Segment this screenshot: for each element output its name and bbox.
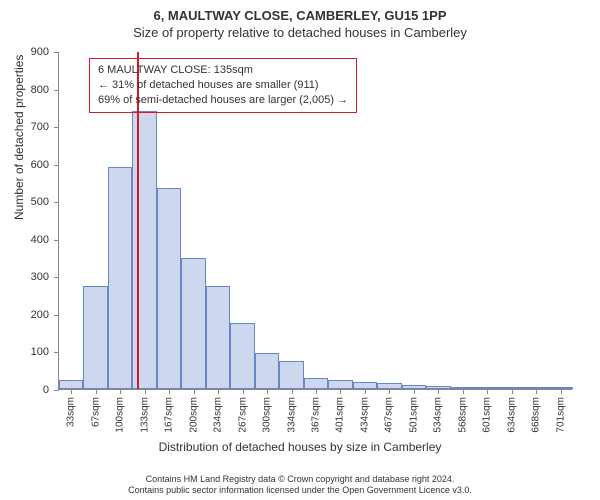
- y-tick-mark: [54, 165, 59, 166]
- y-tick-mark: [54, 52, 59, 53]
- y-tick-mark: [54, 240, 59, 241]
- histogram-bar: [108, 167, 132, 389]
- y-tick-mark: [54, 127, 59, 128]
- x-tick-label: 33sqm: [66, 389, 77, 427]
- histogram-bar: [328, 380, 352, 389]
- footer-attribution: Contains HM Land Registry data © Crown c…: [0, 474, 600, 497]
- y-tick-mark: [54, 202, 59, 203]
- x-tick-label: 534sqm: [433, 389, 444, 433]
- x-tick-label: 467sqm: [384, 389, 395, 433]
- chart-subtitle: Size of property relative to detached ho…: [0, 23, 600, 40]
- x-tick-label: 401sqm: [335, 389, 346, 433]
- x-tick-label: 568sqm: [457, 389, 468, 433]
- annotation-box: 6 MAULTWAY CLOSE: 135sqm← 31% of detache…: [89, 58, 357, 113]
- x-tick-label: 634sqm: [506, 389, 517, 433]
- histogram-bar: [181, 258, 205, 389]
- histogram-bar: [230, 323, 254, 389]
- x-tick-label: 100sqm: [115, 389, 126, 433]
- x-tick-label: 167sqm: [164, 389, 175, 433]
- y-tick-mark: [54, 352, 59, 353]
- x-tick-label: 434sqm: [359, 389, 370, 433]
- y-tick-mark: [54, 90, 59, 91]
- annotation-line: 69% of semi-detached houses are larger (…: [98, 93, 348, 108]
- x-tick-label: 234sqm: [213, 389, 224, 433]
- x-tick-label: 501sqm: [408, 389, 419, 433]
- footer-line-2: Contains public sector information licen…: [0, 485, 600, 496]
- histogram-bar: [59, 380, 83, 389]
- y-tick-mark: [54, 277, 59, 278]
- x-tick-label: 67sqm: [90, 389, 101, 427]
- histogram-bar: [83, 286, 107, 389]
- x-tick-label: 267sqm: [237, 389, 248, 433]
- x-tick-label: 701sqm: [555, 389, 566, 433]
- histogram-bar: [157, 188, 181, 389]
- y-axis-label: Number of detached properties: [12, 55, 26, 220]
- x-tick-label: 601sqm: [482, 389, 493, 433]
- histogram-bar: [304, 378, 328, 389]
- x-tick-label: 668sqm: [531, 389, 542, 433]
- x-tick-label: 300sqm: [262, 389, 273, 433]
- x-tick-label: 367sqm: [311, 389, 322, 433]
- chart-area: 010020030040050060070080090033sqm67sqm10…: [58, 52, 572, 390]
- y-tick-mark: [54, 315, 59, 316]
- x-tick-label: 334sqm: [286, 389, 297, 433]
- histogram-bar: [206, 286, 230, 389]
- y-tick-mark: [54, 390, 59, 391]
- x-tick-label: 200sqm: [188, 389, 199, 433]
- histogram-bar: [255, 353, 279, 389]
- footer-line-1: Contains HM Land Registry data © Crown c…: [0, 474, 600, 485]
- x-tick-label: 133sqm: [139, 389, 150, 433]
- annotation-line: 6 MAULTWAY CLOSE: 135sqm: [98, 63, 348, 78]
- histogram-bar: [279, 361, 303, 389]
- histogram-bar: [353, 382, 377, 390]
- chart-title: 6, MAULTWAY CLOSE, CAMBERLEY, GU15 1PP: [0, 0, 600, 23]
- plot-area: 010020030040050060070080090033sqm67sqm10…: [58, 52, 572, 390]
- x-axis-label: Distribution of detached houses by size …: [0, 440, 600, 454]
- annotation-line: ← 31% of detached houses are smaller (91…: [98, 78, 348, 93]
